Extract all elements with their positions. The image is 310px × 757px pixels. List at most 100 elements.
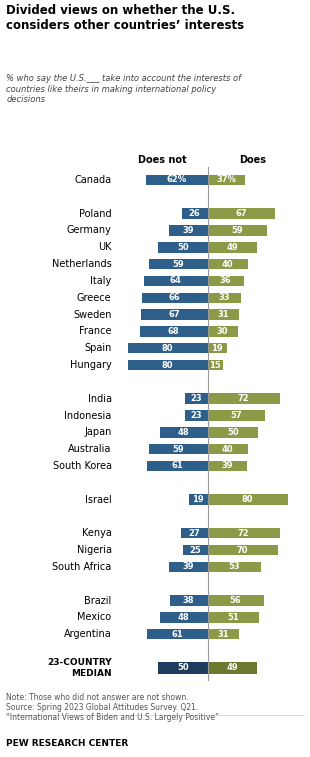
Bar [169,562,208,572]
Text: 39: 39 [183,562,194,572]
Text: 62%: 62% [167,176,187,185]
Text: 61: 61 [171,630,183,639]
Text: 61: 61 [171,462,183,471]
Text: Does: Does [239,155,266,165]
Text: Spain: Spain [84,343,112,354]
Text: Canada: Canada [74,175,112,185]
Text: South Africa: South Africa [52,562,112,572]
Bar [208,343,227,354]
Bar [160,427,208,438]
Bar [140,326,208,337]
Text: 36: 36 [220,276,232,285]
Text: 80: 80 [242,495,253,504]
Bar [208,276,244,286]
Bar [208,528,280,538]
Text: Italy: Italy [90,276,112,286]
Text: France: France [79,326,112,336]
Text: Japan: Japan [84,428,112,438]
Bar [160,612,208,622]
Text: India: India [88,394,112,403]
Text: 40: 40 [222,444,233,453]
Text: 56: 56 [230,596,241,605]
Text: 31: 31 [217,310,229,319]
Text: 27: 27 [188,528,200,537]
Bar [208,494,288,505]
Text: Sweden: Sweden [73,310,112,319]
Bar [128,360,208,370]
Bar [158,242,208,253]
Text: PEW RESEARCH CENTER: PEW RESEARCH CENTER [6,739,128,748]
Text: Does not: Does not [139,155,187,165]
Text: 39: 39 [221,462,233,471]
Text: 72: 72 [238,528,250,537]
Bar [208,612,259,622]
Text: 59: 59 [172,444,184,453]
Text: Argentina: Argentina [64,629,112,639]
Bar [208,242,257,253]
Bar [208,175,245,185]
Text: 19: 19 [211,344,223,353]
Text: 72: 72 [238,394,250,403]
Text: 67: 67 [235,209,247,218]
Bar [208,310,239,319]
Text: 59: 59 [172,260,184,269]
Text: Hungary: Hungary [70,360,112,370]
Text: Nigeria: Nigeria [77,545,112,555]
Bar [208,410,265,421]
Text: 23: 23 [190,411,202,420]
Bar [208,360,223,370]
Bar [208,662,257,674]
Bar [147,629,208,640]
Bar [208,226,267,235]
Text: 80: 80 [162,360,174,369]
Text: 66: 66 [169,293,181,302]
Bar [208,427,258,438]
Text: 39: 39 [183,226,194,235]
Text: Indonesia: Indonesia [64,410,112,420]
Text: 25: 25 [189,546,201,555]
Text: 51: 51 [227,613,239,622]
Text: 64: 64 [170,276,182,285]
Bar [185,394,208,404]
Text: 50: 50 [227,428,238,437]
Bar [208,394,280,404]
Text: Greece: Greece [77,293,112,303]
Bar [182,208,208,219]
Text: UK: UK [98,242,112,252]
Text: 67: 67 [168,310,180,319]
Bar [208,629,239,640]
Text: % who say the U.S.___ take into account the interests of
countries like theirs i: % who say the U.S.___ take into account … [6,74,241,104]
Text: 57: 57 [230,411,242,420]
Bar [142,292,208,303]
Text: 68: 68 [168,327,179,336]
Text: 48: 48 [178,428,189,437]
Text: Germany: Germany [67,226,112,235]
Text: Note: Those who did not answer are not shown.
Source: Spring 2023 Global Attitud: Note: Those who did not answer are not s… [6,693,219,722]
Bar [185,410,208,421]
Bar [158,662,208,674]
Text: 80: 80 [162,344,174,353]
Text: 19: 19 [193,495,204,504]
Bar [208,461,247,471]
Text: Israel: Israel [85,494,112,505]
Bar [147,461,208,471]
Text: 31: 31 [217,630,229,639]
Text: Poland: Poland [79,209,112,219]
Text: 37%: 37% [216,176,236,185]
Bar [208,595,264,606]
Text: 53: 53 [228,562,240,572]
Text: Brazil: Brazil [84,596,112,606]
Text: Mexico: Mexico [78,612,112,622]
Text: 23-COUNTRY
MEDIAN: 23-COUNTRY MEDIAN [47,658,112,678]
Text: Netherlands: Netherlands [52,259,112,269]
Text: 38: 38 [183,596,194,605]
Text: Kenya: Kenya [82,528,112,538]
Bar [169,226,208,235]
Bar [208,208,275,219]
Text: 50: 50 [177,243,188,252]
Bar [208,259,248,269]
Text: 70: 70 [237,546,248,555]
Bar [181,528,208,538]
Text: South Korea: South Korea [53,461,112,471]
Text: 49: 49 [226,663,238,672]
